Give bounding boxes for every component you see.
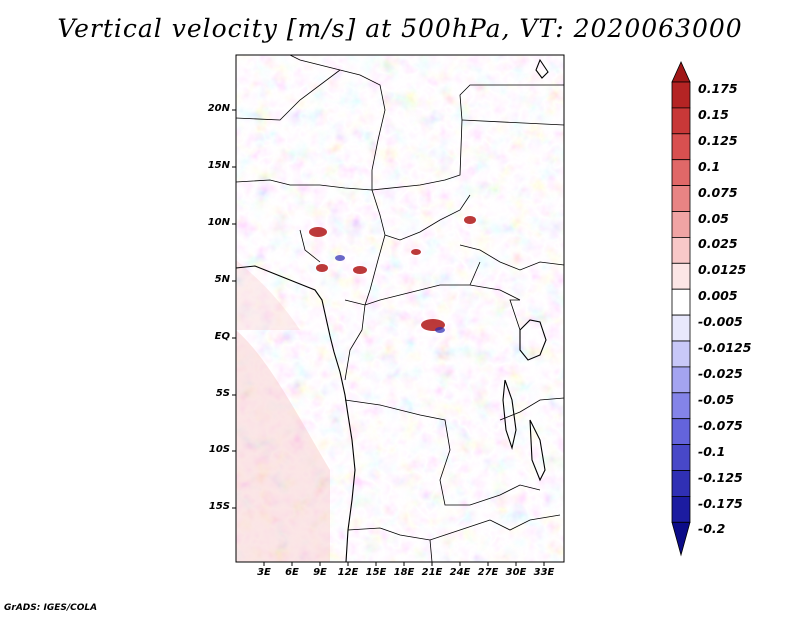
- lon-label: 3E: [257, 567, 271, 578]
- colorbar-label: 0.125: [698, 133, 738, 148]
- lat-label: 10N: [207, 217, 230, 228]
- colorbar-segment: [671, 314, 691, 342]
- axis-ticks: [232, 109, 545, 566]
- colorbar: [671, 61, 691, 557]
- lat-label: 15S: [208, 501, 230, 512]
- coastlines: [235, 58, 549, 563]
- lat-label: 20N: [207, 103, 230, 114]
- lon-label: 12E: [337, 567, 359, 578]
- lon-label: 15E: [365, 567, 387, 578]
- colorbar-label: -0.175: [698, 496, 743, 511]
- colorbar-segment: [671, 211, 691, 238]
- lon-label: 27E: [477, 567, 499, 578]
- colorbar-segment: [671, 185, 691, 212]
- colorbar-label: -0.0125: [698, 340, 752, 355]
- map-frame: [235, 54, 565, 563]
- colorbar-segment: [671, 340, 691, 368]
- colorbar-label: 0.1: [698, 159, 721, 174]
- colorbar-segment: [671, 159, 691, 186]
- colorbar-segment: [671, 262, 691, 290]
- lon-label: 33E: [533, 567, 555, 578]
- colorbar-top-arrow: [671, 61, 691, 83]
- colorbar-label: 0.175: [698, 81, 738, 96]
- colorbar-label: 0.15: [698, 107, 729, 122]
- lon-label: 30E: [505, 567, 527, 578]
- lat-label: EQ: [214, 331, 230, 342]
- colorbar-segment: [671, 133, 691, 161]
- colorbar-label: -0.005: [698, 314, 743, 329]
- colorbar-segment: [671, 366, 691, 394]
- credit-footer: GrADS: IGES/COLA: [4, 603, 98, 613]
- colorbar-label: -0.2: [698, 521, 726, 536]
- colorbar-segment: [671, 418, 691, 446]
- lat-label: 10S: [208, 444, 230, 455]
- colorbar-label: -0.05: [698, 392, 735, 407]
- colorbar-segment: [671, 470, 691, 497]
- colorbar-label: 0.0125: [698, 262, 747, 277]
- lon-label: 24E: [449, 567, 471, 578]
- lon-label: 9E: [313, 567, 327, 578]
- colorbar-segment: [671, 81, 691, 109]
- lon-label: 18E: [393, 567, 415, 578]
- colorbar-segment: [671, 288, 691, 316]
- colorbar-segment: [671, 444, 691, 471]
- colorbar-segment: [671, 495, 691, 523]
- lat-label: 5N: [214, 274, 230, 285]
- colorbar-label: 0.025: [698, 236, 738, 251]
- lat-label: 15N: [207, 160, 230, 171]
- colorbar-segment: [671, 392, 691, 420]
- colorbar-label: 0.075: [698, 185, 738, 200]
- colorbar-label: 0.005: [698, 288, 738, 303]
- colorbar-label: -0.025: [698, 366, 743, 381]
- map-title: Vertical velocity [m/s] at 500hPa, VT: 2…: [57, 14, 743, 43]
- colorbar-label: 0.05: [698, 211, 729, 226]
- colorbar-label: -0.075: [698, 418, 743, 433]
- colorbar-bottom-arrow: [671, 521, 691, 557]
- lon-label: 21E: [421, 567, 443, 578]
- colorbar-segment: [671, 107, 691, 135]
- colorbar-label: -0.1: [698, 444, 726, 459]
- lat-label: 5S: [215, 388, 230, 399]
- colorbar-segment: [671, 236, 691, 264]
- colorbar-label: -0.125: [698, 470, 743, 485]
- country-borders: [235, 54, 565, 563]
- lon-label: 6E: [285, 567, 299, 578]
- velocity-field: [236, 55, 564, 562]
